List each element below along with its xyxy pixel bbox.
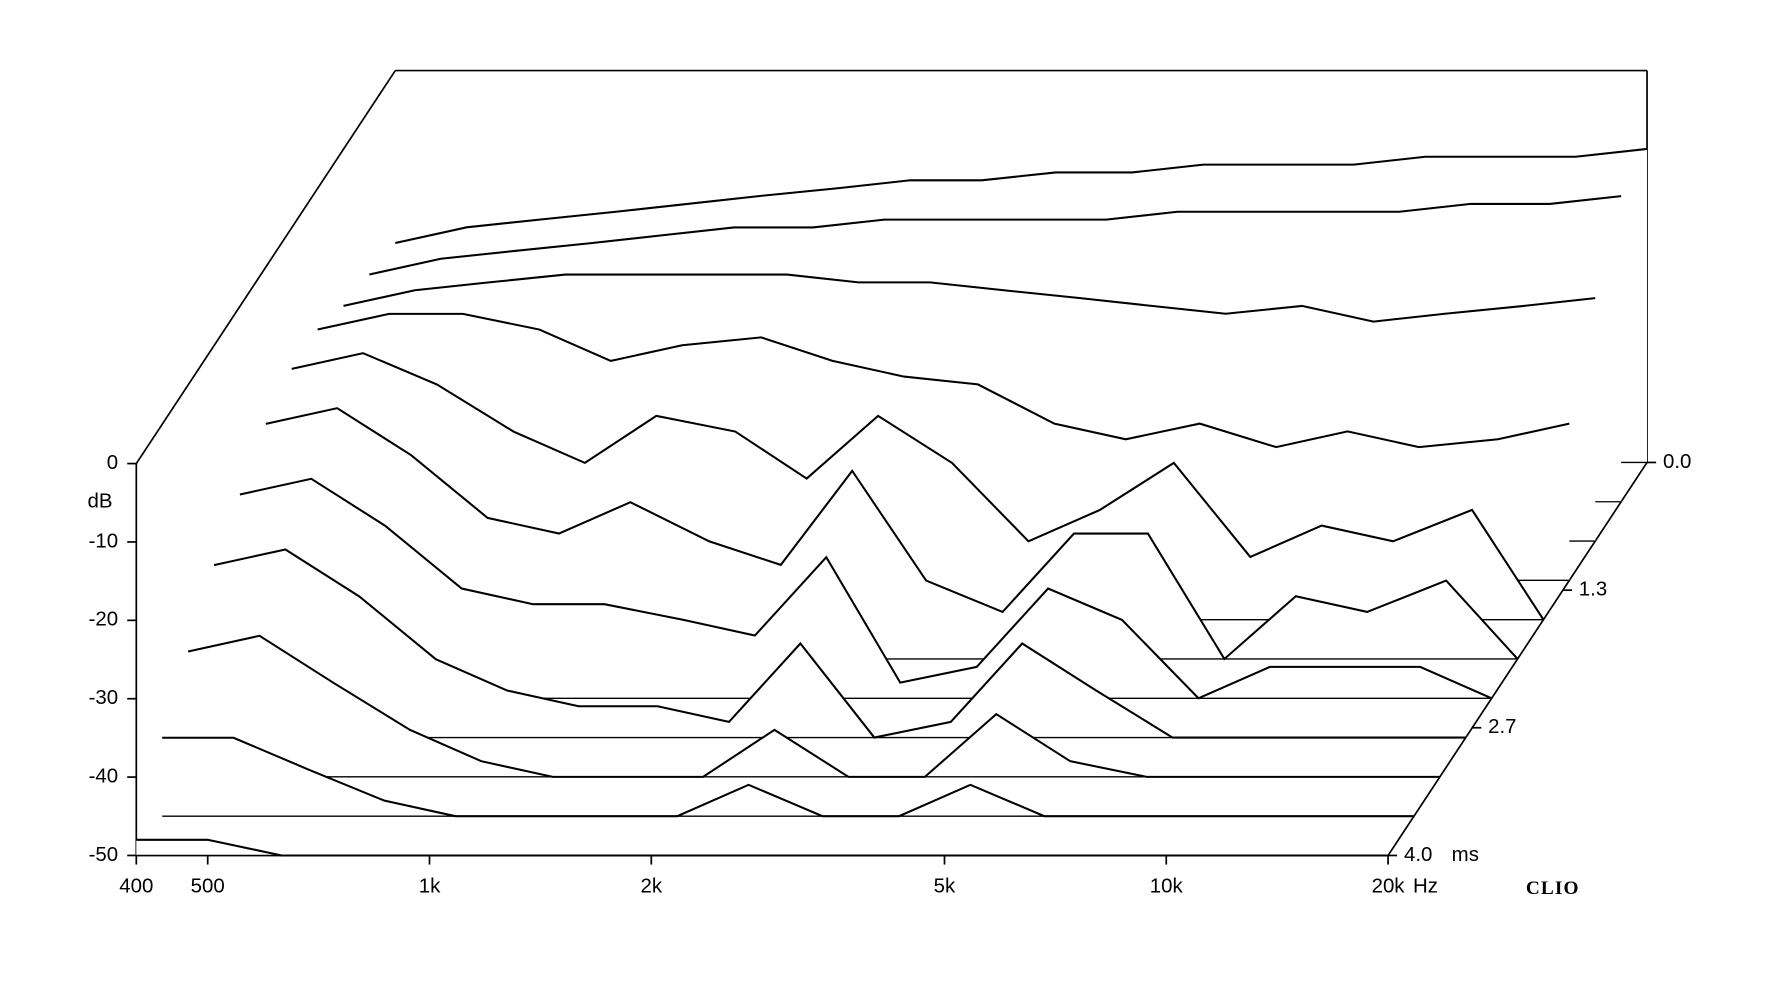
slices (136, 147, 1648, 857)
x-tick-label: 500 (191, 875, 225, 898)
slice-line (395, 147, 1648, 244)
slice-fill (188, 635, 1440, 777)
z-tick-label: 4.0 (1404, 843, 1432, 866)
slice-line (265, 407, 1519, 661)
z-axis-unit: ms (1452, 843, 1479, 866)
left-diagonal (135, 70, 397, 465)
y-axis-label: dB (87, 490, 112, 513)
z-tick-label: 2.7 (1488, 715, 1516, 738)
slice-line (343, 273, 1596, 323)
slice-fill (265, 408, 1518, 659)
slice-fill (239, 478, 1492, 699)
y-tick-label: -30 (89, 686, 119, 709)
y-tick-label: 0 (107, 451, 118, 474)
y-tick-label: -20 (89, 608, 119, 631)
y-tick-label: -50 (89, 843, 119, 866)
x-tick-label: 20k (1372, 875, 1406, 898)
x-tick-label: 10k (1150, 875, 1184, 898)
x-axis-unit: Hz (1413, 875, 1438, 898)
slice-line (317, 312, 1570, 449)
x-tick-label: 1k (419, 875, 441, 898)
y-tick-label: -10 (89, 529, 119, 552)
z-tick-label: 0.0 (1663, 450, 1691, 473)
slice-line (291, 352, 1545, 621)
z-tick-label: 1.3 (1579, 578, 1607, 601)
slice-fill (162, 737, 1414, 817)
y-tick-label: -40 (89, 764, 119, 787)
x-tick-label: 5k (934, 875, 956, 898)
slice-line (136, 838, 1389, 857)
x-tick-label: 2k (640, 875, 662, 898)
brand: CLIO (1526, 878, 1580, 899)
x-tick-label: 400 (119, 875, 153, 898)
slice-fill (136, 839, 1389, 856)
slice-line (239, 477, 1493, 700)
slice-line (369, 195, 1622, 276)
